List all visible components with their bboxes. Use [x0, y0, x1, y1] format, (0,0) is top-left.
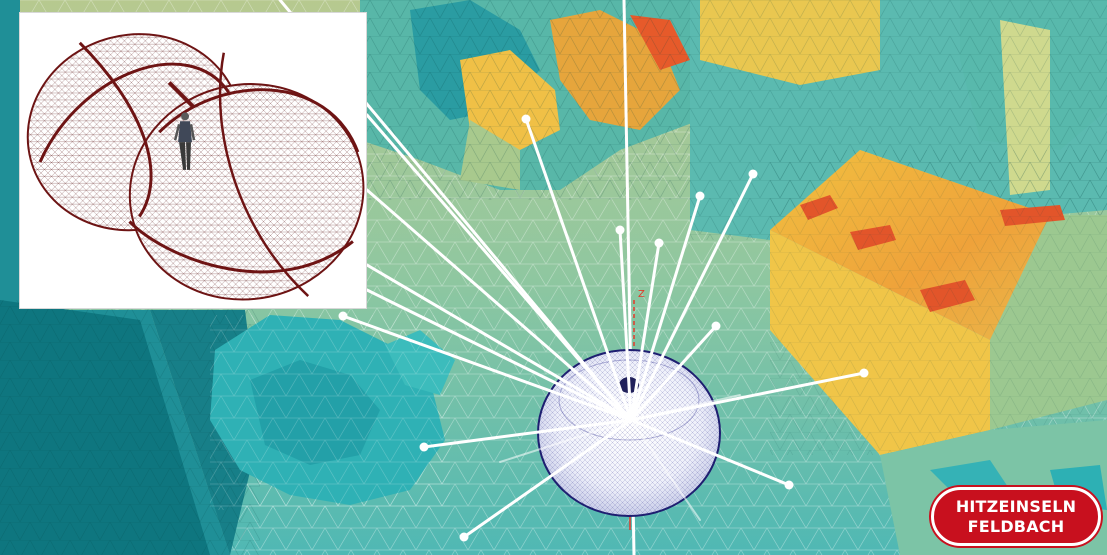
logo-badge: HITZEINSELN FELDBACH — [931, 487, 1101, 546]
badge-line-2: FELDBACH — [967, 516, 1065, 536]
z-axis-label: Z — [638, 289, 645, 300]
mesh-inset-panel — [19, 12, 367, 309]
ray-lines — [278, 0, 866, 539]
inset-mesh-lobes — [20, 13, 366, 308]
badge-line-1: HITZEINSELN — [955, 496, 1077, 516]
ray-endpoints — [338, 114, 869, 542]
